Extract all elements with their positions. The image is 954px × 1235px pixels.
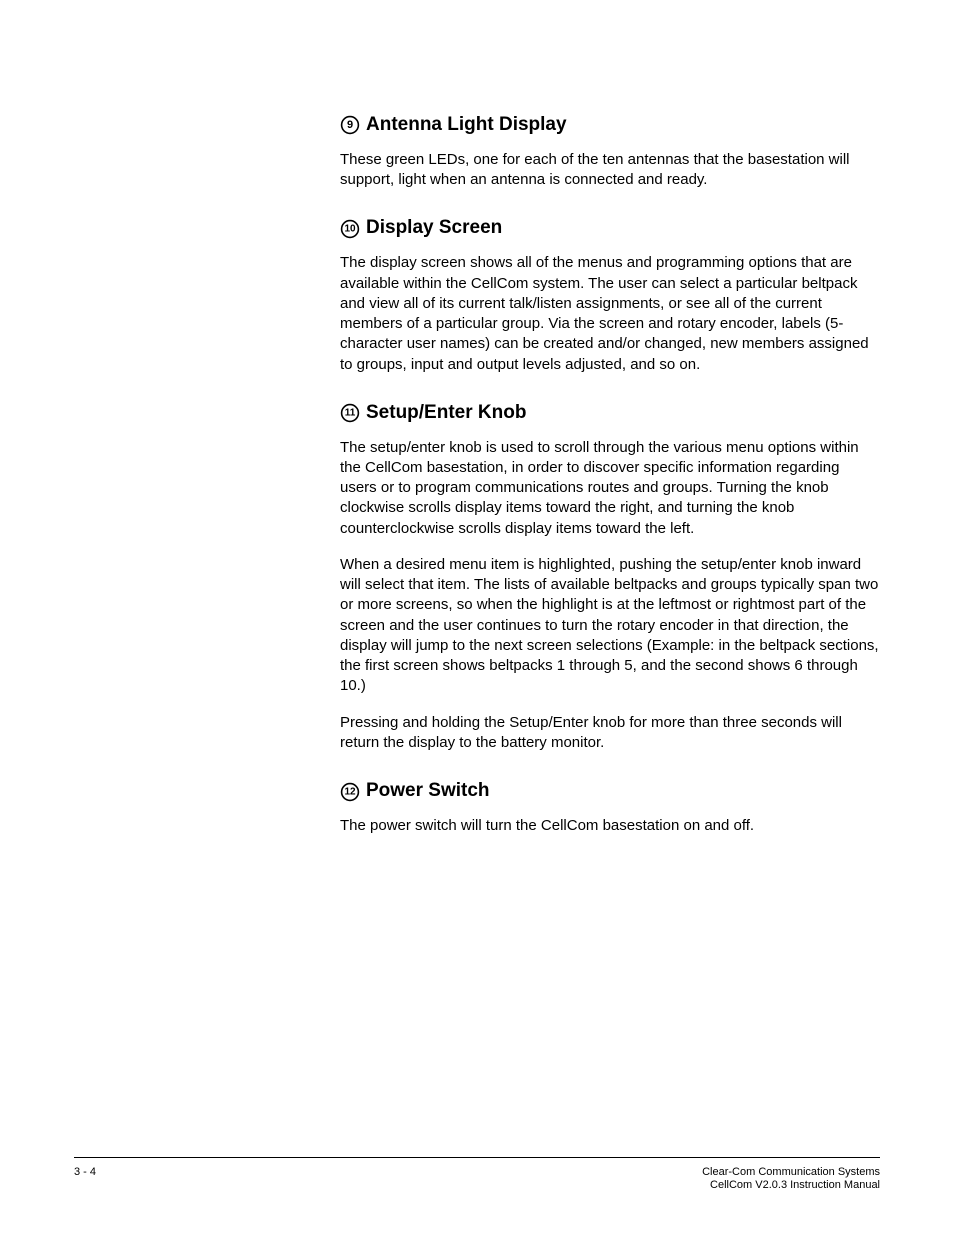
bullet-number: 11	[345, 408, 356, 419]
section-setup-enter-knob: 11 Setup/Enter Knob The setup/enter knob…	[340, 403, 880, 753]
heading-text: Antenna Light Display	[366, 115, 567, 136]
bullet-number: 9	[347, 119, 353, 131]
footer-row: 3 - 4 Clear-Com Communication Systems Ce…	[74, 1166, 880, 1194]
body-paragraph: The setup/enter knob is used to scroll t…	[340, 438, 880, 539]
circled-number-icon: 11	[340, 403, 360, 423]
section-power-switch: 12 Power Switch The power switch will tu…	[340, 781, 880, 836]
heading-text: Power Switch	[366, 781, 490, 802]
circled-number-icon: 9	[340, 115, 360, 135]
bullet-number: 10	[344, 223, 356, 234]
heading-text: Setup/Enter Knob	[366, 403, 526, 424]
footer-right: Clear-Com Communication Systems CellCom …	[702, 1166, 880, 1194]
body-paragraph: Pressing and holding the Setup/Enter kno…	[340, 713, 880, 754]
body-paragraph: These green LEDs, one for each of the te…	[340, 150, 880, 191]
body-paragraph: The display screen shows all of the menu…	[340, 253, 880, 375]
section-heading: 10 Display Screen	[340, 218, 880, 239]
footer-rule	[74, 1157, 880, 1158]
body-paragraph: The power switch will turn the CellCom b…	[340, 816, 880, 836]
section-heading: 12 Power Switch	[340, 781, 880, 802]
content-column: 9 Antenna Light Display These green LEDs…	[340, 115, 880, 864]
circled-number-icon: 10	[340, 219, 360, 239]
heading-text: Display Screen	[366, 218, 502, 239]
footer-company: Clear-Com Communication Systems	[702, 1166, 880, 1180]
section-antenna-light-display: 9 Antenna Light Display These green LEDs…	[340, 115, 880, 190]
circled-number-icon: 12	[340, 782, 360, 802]
section-heading: 11 Setup/Enter Knob	[340, 403, 880, 424]
section-heading: 9 Antenna Light Display	[340, 115, 880, 136]
bullet-number: 12	[344, 786, 356, 797]
footer-page-number: 3 - 4	[74, 1166, 96, 1180]
body-paragraph: When a desired menu item is highlighted,…	[340, 555, 880, 697]
footer-manual-title: CellCom V2.0.3 Instruction Manual	[702, 1179, 880, 1193]
section-display-screen: 10 Display Screen The display screen sho…	[340, 218, 880, 374]
page-footer: 3 - 4 Clear-Com Communication Systems Ce…	[74, 1157, 880, 1194]
